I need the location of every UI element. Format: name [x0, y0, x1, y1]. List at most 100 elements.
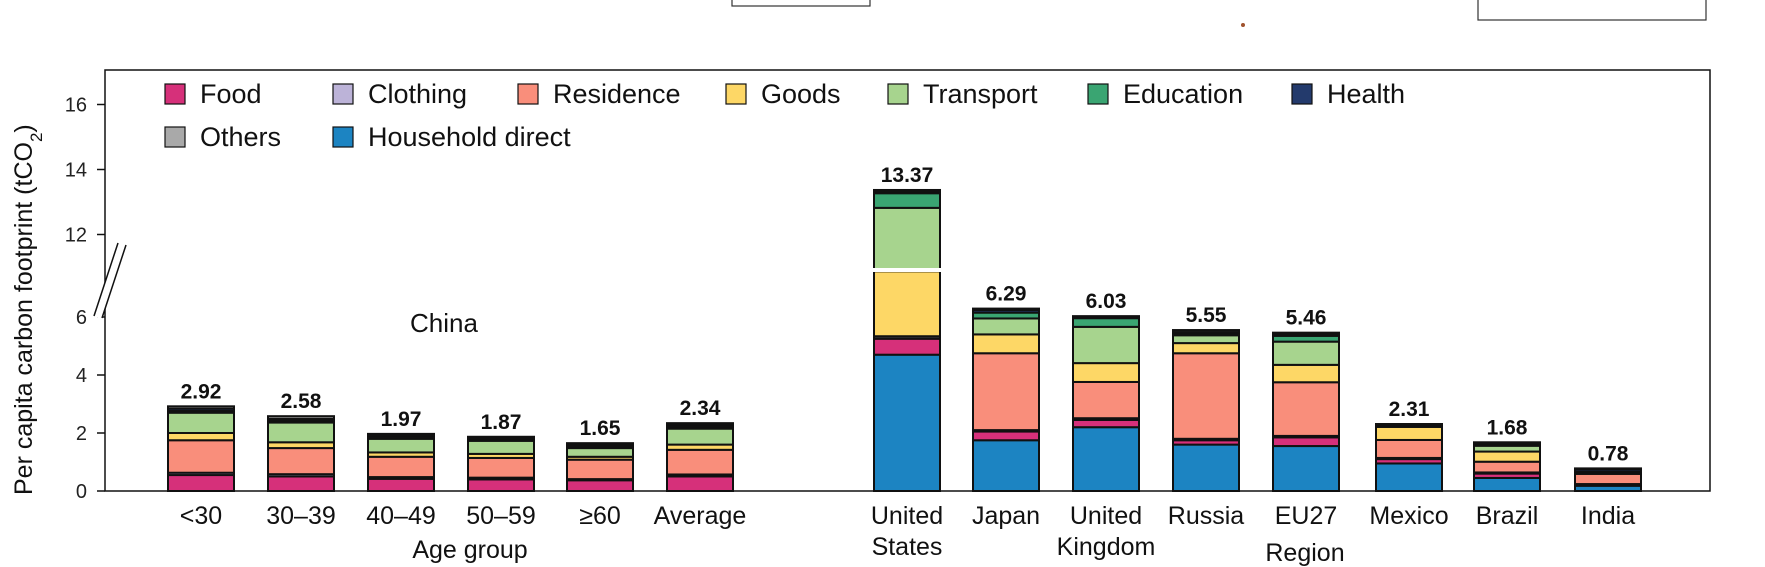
x-label-eu27: EU27	[1275, 502, 1338, 530]
y-axis-label-main: Per capita carbon footprint (tCO	[10, 142, 38, 495]
china-annotation: China	[410, 308, 478, 338]
bar-60-residence	[566, 458, 634, 481]
x-label-brazil: Brazil	[1476, 502, 1539, 530]
legend-swatch-education	[1087, 83, 1109, 105]
y-tick-label-0: 0	[76, 481, 87, 503]
total-label-30: 2.92	[181, 380, 222, 403]
bar-40-49-residence	[367, 455, 435, 479]
x-label-part: Kingdom	[1057, 533, 1156, 561]
axis-break-mark	[101, 244, 127, 319]
bar-japan-household-direct	[972, 439, 1040, 492]
bar-united-states-education	[873, 192, 941, 209]
bar-brazil-residence	[1473, 460, 1541, 474]
total-label-average: 2.34	[680, 397, 721, 420]
bar-50-59-transport	[467, 439, 535, 455]
bar-united-states-others	[873, 188, 941, 193]
bar-eu27-food	[1272, 436, 1340, 448]
bar-united-kingdom-transport	[1072, 325, 1140, 365]
total-label-india: 0.78	[1588, 442, 1629, 465]
bar-russia-goods	[1172, 342, 1240, 355]
bar-united-kingdom-education	[1072, 317, 1140, 328]
total-labels: 2.92 2.58 1.97 1.87 1.65 2.34 13.37 6.29 6.03 5.5…	[181, 164, 1629, 465]
bar-average-others	[666, 422, 734, 426]
total-label-40-49: 1.97	[381, 408, 422, 431]
bar-india-others	[1574, 467, 1642, 470]
bar-eu27-transport	[1272, 340, 1340, 366]
bar-japan-transport	[972, 317, 1040, 336]
bar-russia-household-direct	[1172, 443, 1240, 493]
total-label-united-states: 13.37	[881, 164, 934, 187]
total-label-30-39: 2.58	[281, 390, 322, 413]
bar-30-transport	[167, 411, 235, 435]
legend-label-education: Education	[1123, 79, 1243, 109]
bar-30-others	[167, 405, 235, 410]
total-label-50-59: 1.87	[481, 411, 522, 434]
x-label-40-49: 40–49	[366, 502, 436, 530]
bar-india-residence	[1574, 472, 1642, 486]
bar-eu27-household-direct	[1272, 445, 1340, 492]
cropped-box-top-right	[1477, 0, 1707, 21]
legend-label-transport: Transport	[923, 79, 1038, 109]
total-label-united-kingdom: 6.03	[1086, 290, 1127, 313]
y-axis: 0 2 4 6 12 14 16	[65, 95, 127, 503]
bar-united-kingdom-others	[1072, 315, 1140, 319]
total-label-russia: 5.55	[1186, 304, 1227, 327]
bar-30-39-food	[267, 475, 335, 492]
x-label-60: ≥60	[579, 502, 621, 530]
y-tick-label-4: 4	[76, 365, 87, 387]
legend-label-food: Food	[200, 79, 262, 109]
bar-60-others	[566, 442, 634, 446]
legend-swatch-household-direct	[332, 126, 354, 148]
bar-mexico-others	[1375, 423, 1443, 426]
bar-40-49-food	[367, 477, 435, 493]
total-label-brazil: 1.68	[1487, 416, 1528, 439]
bar-united-states-transport	[873, 206, 941, 273]
x-label-30: <30	[180, 502, 222, 530]
bar-30-residence	[167, 439, 235, 474]
y-axis-label: Per capita carbon footprint (tCO2)	[10, 124, 46, 495]
y-tick-label-14: 14	[65, 160, 87, 182]
bar-break-gap-united-states	[872, 268, 942, 272]
legend-label-goods: Goods	[761, 79, 841, 109]
bar-30-39-transport	[267, 421, 335, 444]
total-label-mexico: 2.31	[1389, 398, 1430, 421]
x-label-united-kingdom: United Kingdom	[1057, 502, 1156, 561]
legend-swatch-transport	[887, 83, 909, 105]
legend-label-residence: Residence	[553, 79, 681, 109]
bar-japan-goods	[972, 333, 1040, 355]
bar-japan-food	[972, 430, 1040, 442]
stray-dot	[1241, 23, 1245, 27]
bar-50-59-food	[467, 478, 535, 492]
bar-30-39-others	[267, 415, 335, 420]
bar-30-food	[167, 474, 235, 492]
x-label-russia: Russia	[1168, 502, 1245, 530]
legend-swatch-clothing	[332, 83, 354, 105]
bar-russia-others	[1172, 329, 1240, 334]
y-tick-label-6: 6	[76, 307, 87, 329]
bar-united-states-food	[873, 337, 941, 356]
bar-50-59-residence	[467, 456, 535, 479]
bar-russia-residence	[1172, 352, 1240, 440]
bar-brazil-goods	[1473, 450, 1541, 463]
axis-break-gap	[94, 243, 126, 320]
bar-japan-others	[972, 307, 1040, 312]
bar-50-59-others	[467, 435, 535, 440]
x-axis-labels: <30 30–39 40–49 50–59 ≥60 Average United States…	[180, 502, 1635, 561]
bar-mexico-household-direct	[1375, 462, 1443, 493]
y-tick-label-12: 12	[65, 225, 87, 247]
x-label-30-39: 30–39	[266, 502, 336, 530]
bar-mexico-goods	[1375, 425, 1443, 441]
x-label-india: India	[1581, 502, 1635, 530]
bar-layer	[167, 188, 1642, 493]
x-label-united-states: United States	[871, 502, 943, 561]
total-label-eu27: 5.46	[1286, 307, 1327, 330]
bar-eu27-residence	[1272, 381, 1340, 437]
bar-united-kingdom-food	[1072, 418, 1140, 429]
y-tick-label-16: 16	[65, 95, 87, 117]
x-label-part: United	[1070, 502, 1142, 530]
x-label-part: United	[871, 502, 943, 530]
y-tick-label-2: 2	[76, 423, 87, 445]
legend-label-clothing: Clothing	[368, 79, 467, 109]
legend-swatch-residence	[517, 83, 539, 105]
